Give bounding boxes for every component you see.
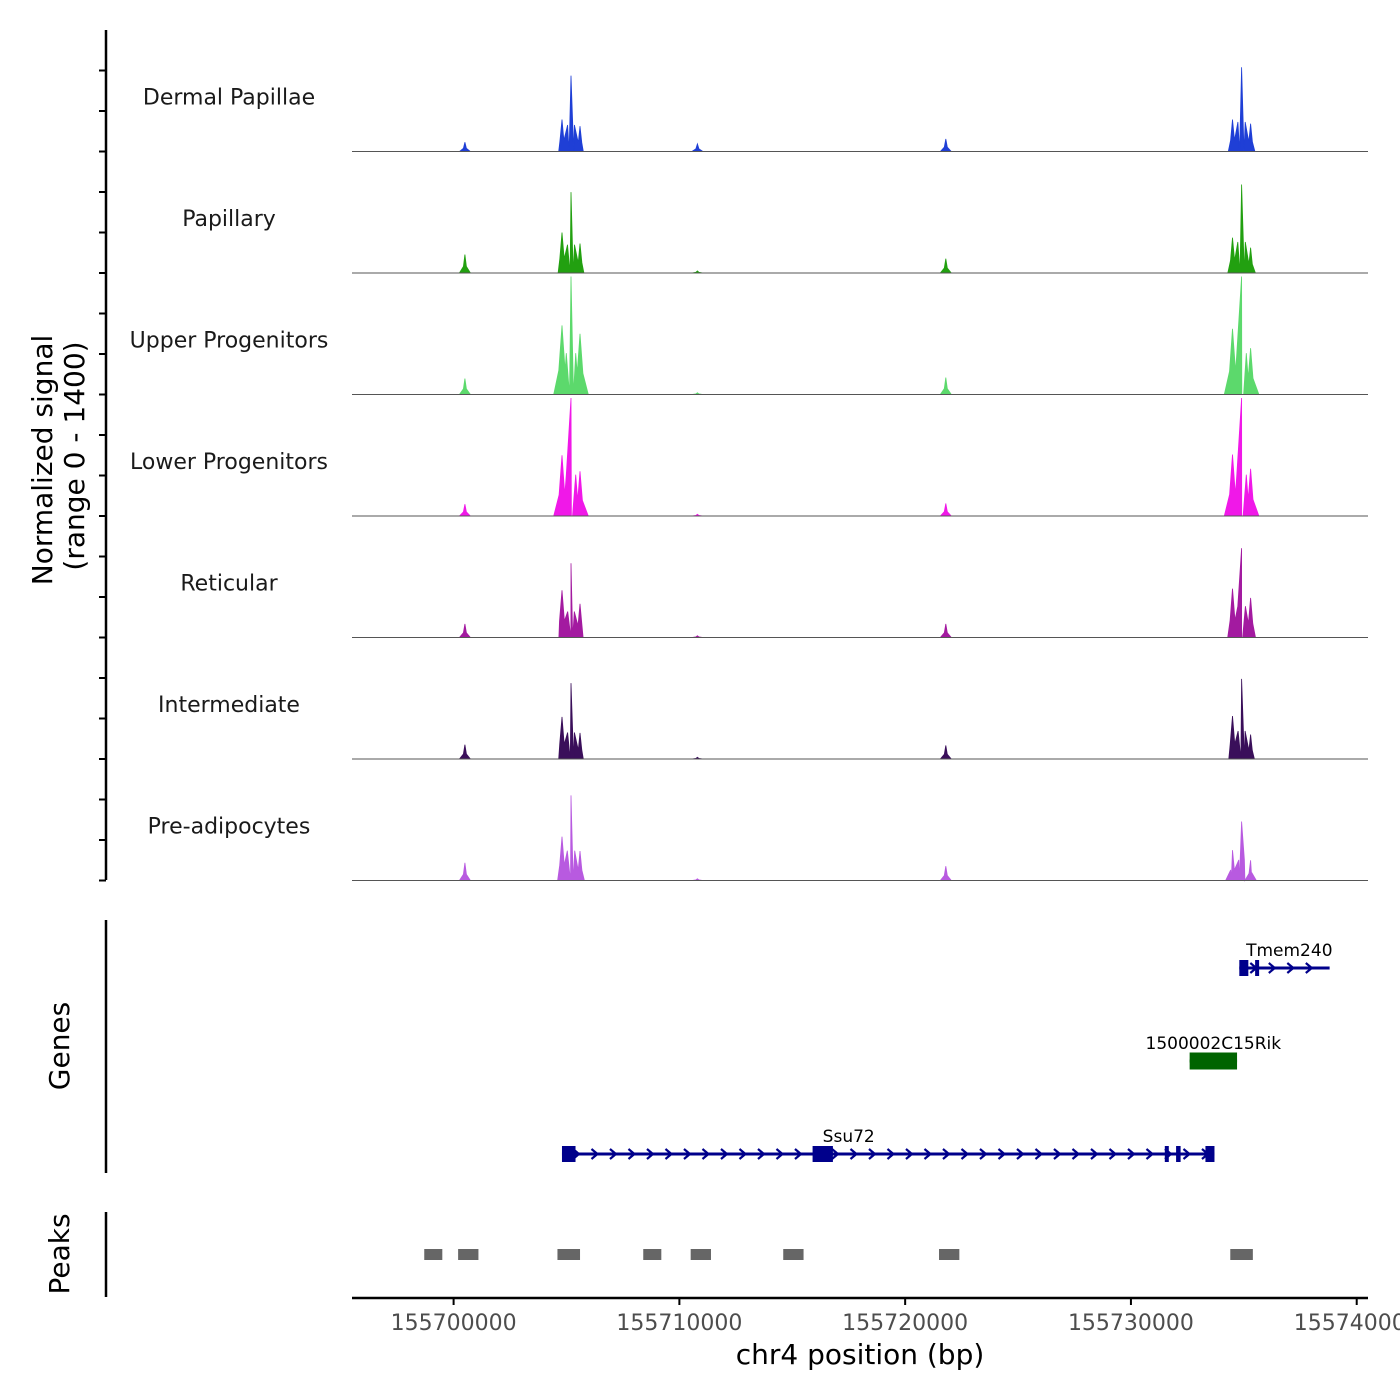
x-tick-label: 155700000 (391, 1311, 517, 1336)
strand-chevron (701, 1148, 711, 1160)
gene-exon (1176, 1146, 1181, 1162)
track-label: Intermediate (158, 693, 300, 718)
strand-chevron (1090, 1148, 1099, 1160)
genes-track: Tmem240 1500002C15Rik Ssu72 (561, 941, 1333, 1162)
strand-chevron (664, 1148, 674, 1160)
coverage-area (352, 67, 1368, 152)
gene-tmem240: Tmem240 (1239, 941, 1333, 976)
peak-region (783, 1249, 804, 1260)
strand-chevron (997, 1148, 1007, 1160)
peak-region (939, 1249, 960, 1260)
track-label: Pre-adipocytes (148, 815, 311, 840)
x-tick-label: 155730000 (1068, 1311, 1194, 1336)
x-axis-title: chr4 position (bp) (736, 1338, 985, 1371)
x-tick-label: 155710000 (616, 1311, 742, 1336)
strand-chevron (775, 1148, 785, 1160)
peak-region (557, 1249, 581, 1260)
track-dermal-papillae: Dermal Papillae (143, 67, 1368, 152)
strand-chevron (942, 1148, 951, 1160)
signal-axis-title-line-1: Normalized signal (26, 335, 59, 586)
x-tick-label: 155720000 (842, 1311, 968, 1336)
strand-chevron (923, 1148, 933, 1160)
gene-exon (1239, 960, 1249, 976)
track-reticular: Reticular (180, 548, 1368, 638)
gene-exon (1255, 960, 1260, 976)
strand-chevron (831, 1148, 840, 1160)
track-intermediate: Intermediate (158, 678, 1368, 760)
peak-region (458, 1249, 479, 1260)
strand-chevron (683, 1148, 692, 1160)
coverage-area (352, 184, 1368, 274)
strand-chevron (609, 1148, 618, 1160)
track-label: Reticular (180, 572, 278, 597)
track-lower-progenitors: Lower Progenitors (130, 397, 1368, 517)
left-axes (99, 30, 108, 1297)
coverage-area (352, 548, 1368, 638)
track-label: Dermal Papillae (143, 86, 315, 111)
genes-axis-title: Genes (43, 1002, 76, 1090)
peak-region (1230, 1249, 1253, 1260)
strand-chevron (1286, 962, 1296, 974)
strand-chevron (1053, 1148, 1062, 1160)
strand-chevron (1127, 1148, 1136, 1160)
strand-chevron (590, 1148, 600, 1160)
strand-chevron (627, 1148, 637, 1160)
strand-chevron (868, 1148, 877, 1160)
coverage-area (352, 276, 1368, 395)
gene-ssu72: Ssu72 (561, 1127, 1215, 1162)
peak-region (424, 1249, 443, 1260)
strand-chevron (979, 1148, 988, 1160)
track-label: Upper Progenitors (130, 329, 329, 354)
strand-chevron (646, 1148, 655, 1160)
track-upper-progenitors: Upper Progenitors (130, 276, 1368, 395)
gene-label: Ssu72 (823, 1127, 875, 1147)
signal-tracks: Dermal Papillae Papillary Upper Progenitor… (130, 67, 1368, 882)
strand-chevron (794, 1148, 803, 1160)
coverage-area (352, 678, 1368, 760)
strand-chevron (1268, 962, 1277, 974)
strand-chevron (1305, 962, 1314, 974)
strand-chevron (1182, 1148, 1192, 1160)
track-label: Lower Progenitors (130, 450, 328, 475)
track-papillary: Papillary (182, 184, 1368, 274)
gene-label: 1500002C15Rik (1146, 1034, 1282, 1054)
gene-exon (812, 1146, 833, 1162)
strand-chevron (1034, 1148, 1044, 1160)
gene-label: Tmem240 (1245, 941, 1332, 961)
gene-exon (561, 1146, 576, 1162)
peaks-track (424, 1249, 1253, 1260)
x-tick-label: 155740000 (1294, 1311, 1400, 1336)
strand-chevron (886, 1148, 896, 1160)
peak-region (643, 1249, 662, 1260)
strand-chevron (757, 1148, 766, 1160)
strand-chevron (849, 1148, 859, 1160)
strand-chevron (1145, 1148, 1155, 1160)
strand-chevron (738, 1148, 748, 1160)
track-pre-adipocytes: Pre-adipocytes (148, 795, 1368, 882)
strand-chevron (905, 1148, 914, 1160)
strand-chevron (1108, 1148, 1118, 1160)
coverage-area (352, 795, 1368, 882)
peaks-axis-title: Peaks (43, 1213, 76, 1294)
strand-chevron (960, 1148, 970, 1160)
track-label: Papillary (182, 207, 276, 232)
gene-1500002c15rik: 1500002C15Rik (1146, 1034, 1282, 1070)
coverage-area (352, 397, 1368, 517)
x-axis: 155700000 155710000 155720000 155730000 1557… (352, 1296, 1400, 1336)
gene-exon (1164, 1146, 1169, 1162)
gene-exon (1189, 1052, 1238, 1070)
peak-region (690, 1249, 711, 1260)
strand-chevron (1071, 1148, 1081, 1160)
signal-axis-title-line-2: (range 0 - 1400) (58, 341, 91, 570)
gene-exon (1205, 1146, 1215, 1162)
strand-chevron (720, 1148, 729, 1160)
strand-chevron (1016, 1148, 1025, 1160)
